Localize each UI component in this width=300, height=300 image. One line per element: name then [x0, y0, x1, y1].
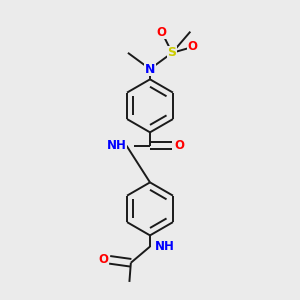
Text: O: O	[98, 253, 108, 266]
Text: O: O	[157, 26, 167, 39]
Text: N: N	[145, 62, 155, 76]
Text: NH: NH	[106, 139, 126, 152]
Text: O: O	[188, 40, 198, 53]
Text: O: O	[174, 139, 184, 152]
Text: S: S	[168, 46, 177, 59]
Text: NH: NH	[155, 240, 175, 253]
